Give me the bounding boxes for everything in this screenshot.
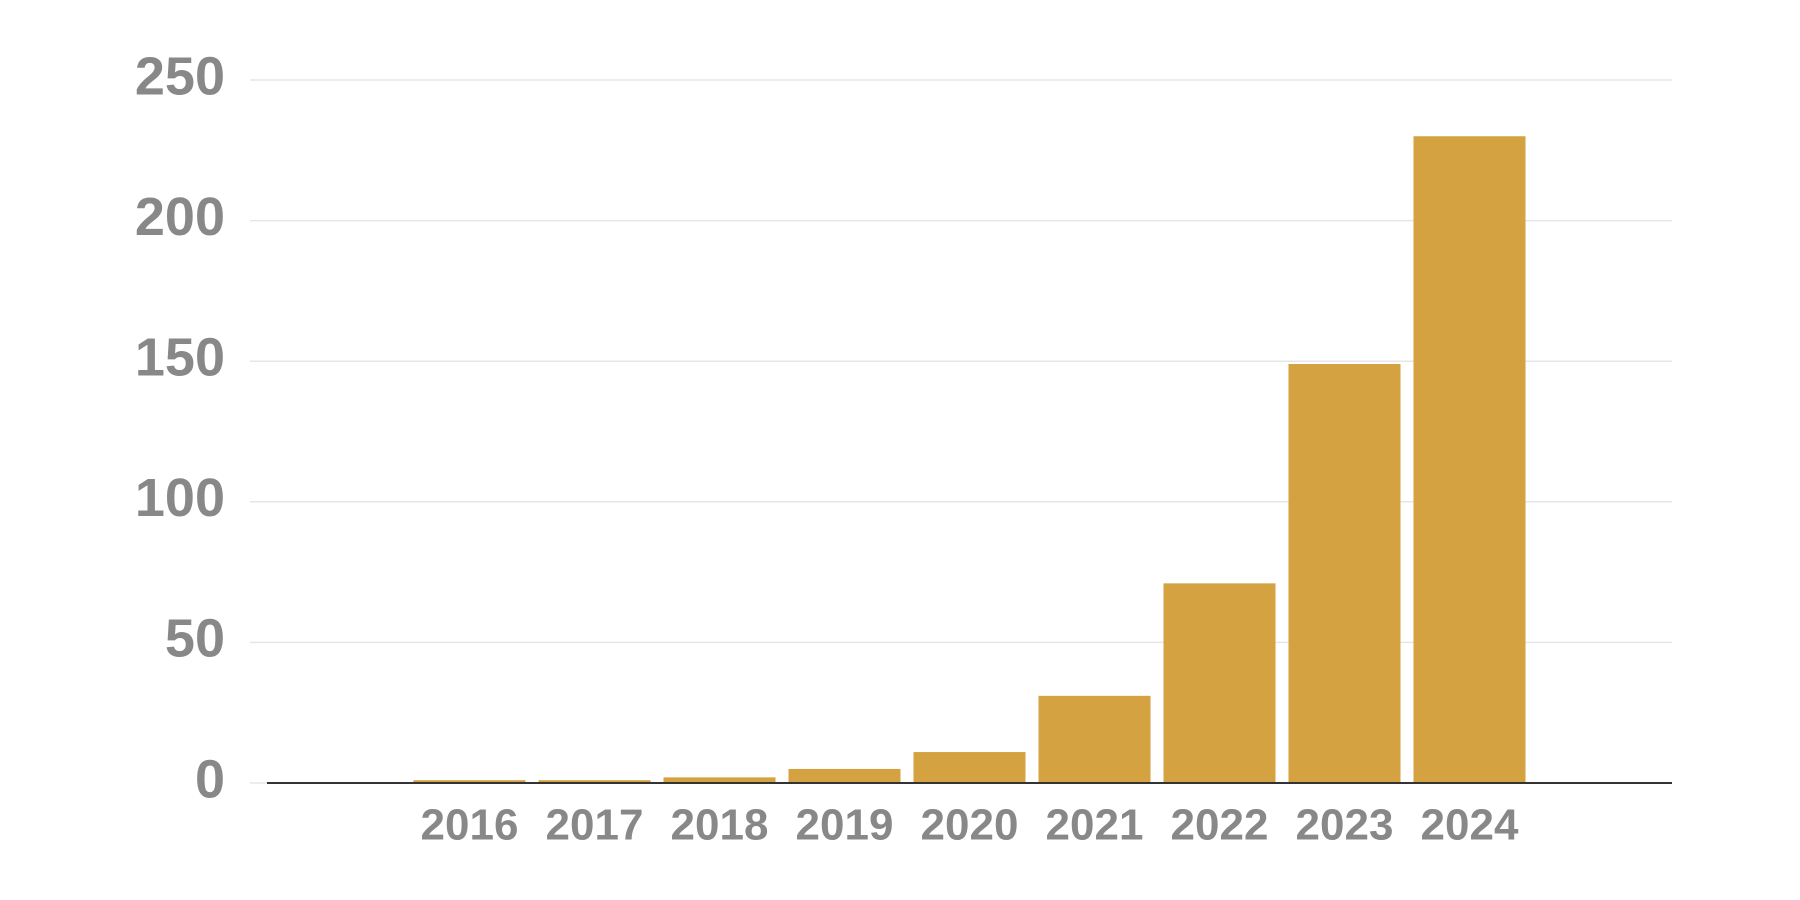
bar bbox=[1288, 364, 1401, 783]
x-tick-label: 2024 bbox=[1421, 801, 1519, 850]
x-tick-label: 2021 bbox=[1046, 801, 1144, 850]
x-tick-label: 2020 bbox=[921, 801, 1019, 850]
x-tick-label: 2019 bbox=[796, 801, 894, 850]
x-tick-label: 2022 bbox=[1171, 801, 1269, 850]
y-tick-label: 100 bbox=[135, 468, 225, 528]
bar bbox=[1163, 583, 1276, 783]
x-tick-label: 2016 bbox=[421, 801, 519, 850]
x-tick-label: 2017 bbox=[546, 801, 644, 850]
y-tick-label: 150 bbox=[135, 327, 225, 387]
y-tick-label: 250 bbox=[135, 46, 225, 106]
y-tick-label: 0 bbox=[195, 749, 225, 809]
bar bbox=[1413, 136, 1526, 784]
bar bbox=[1038, 695, 1151, 783]
bar bbox=[663, 777, 776, 783]
bar bbox=[913, 752, 1026, 783]
x-tick-label: 2023 bbox=[1296, 801, 1394, 850]
y-tick-label: 200 bbox=[135, 187, 225, 247]
bar bbox=[538, 780, 651, 783]
x-tick-label: 2018 bbox=[671, 801, 769, 850]
y-tick-label: 50 bbox=[165, 609, 225, 669]
bar bbox=[788, 768, 901, 783]
bar bbox=[413, 780, 526, 783]
